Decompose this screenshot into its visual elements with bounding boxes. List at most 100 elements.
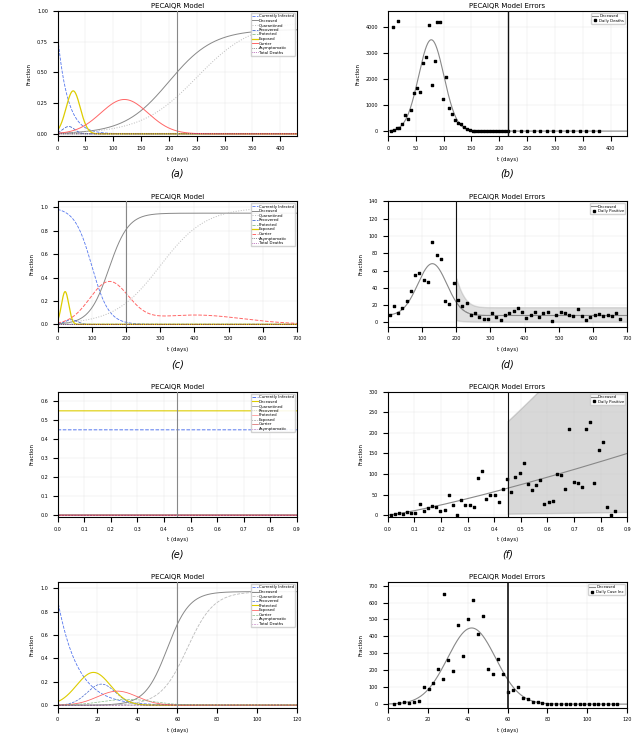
- Asymptomatic: [286, 130, 294, 139]
- X-axis label: t (days): t (days): [497, 156, 518, 161]
- Quarantined: [293, 203, 301, 212]
- Currently Infected: [242, 130, 250, 139]
- Protected: [293, 701, 301, 710]
- Daily Positive: [406, 285, 416, 297]
- Recovered: [286, 320, 294, 329]
- Recovered: [170, 320, 178, 329]
- Initially Infected: [286, 701, 294, 710]
- Daily Positive: [581, 315, 591, 326]
- Exposed: [54, 701, 61, 710]
- Exposed: [286, 130, 294, 139]
- Exposed: [164, 320, 172, 329]
- Quarantined: [54, 701, 61, 710]
- Recovered: [243, 130, 250, 139]
- Deceased: [170, 406, 178, 415]
- Initially Infected: [54, 701, 61, 710]
- Text: (d): (d): [500, 360, 515, 369]
- Initially Infected: [164, 511, 172, 520]
- Daily Positive: [548, 495, 558, 507]
- Daily Deaths: [516, 125, 526, 137]
- Asymptomatic: [66, 130, 74, 139]
- Quarantined: [164, 252, 172, 261]
- Daily Positive: [444, 489, 454, 500]
- Deceased: [429, 259, 436, 268]
- Daily Case Inc: [502, 686, 513, 698]
- Daily Positive: [589, 477, 600, 489]
- Initially Infected: [286, 511, 294, 520]
- Carrier: [164, 699, 172, 708]
- Daily Case Inc: [488, 668, 498, 680]
- Carrier: [286, 130, 294, 139]
- Daily Positive: [521, 312, 531, 324]
- Daily Deaths: [403, 113, 413, 125]
- Daily Positive: [552, 468, 562, 480]
- Daily Deaths: [581, 125, 591, 137]
- Daily Positive: [410, 269, 420, 281]
- Carrier: [170, 511, 178, 520]
- Carrier: [286, 511, 294, 520]
- Daily Positive: [402, 506, 412, 518]
- Carrier: [170, 699, 178, 708]
- Recovered: [286, 701, 294, 710]
- Currently Infected: [66, 643, 74, 652]
- Daily Deaths: [459, 122, 469, 133]
- Line: Deceased: Deceased: [388, 40, 627, 131]
- Asymptomatic: [293, 320, 301, 329]
- Asymptomatic: [66, 701, 74, 710]
- Daily Case Inc: [438, 673, 449, 685]
- Asymptomatic: [286, 700, 294, 709]
- Daily Case Inc: [394, 697, 404, 709]
- Carrier: [286, 511, 294, 520]
- Deceased: [384, 127, 392, 136]
- Deceased: [384, 699, 392, 708]
- Daily Positive: [502, 472, 512, 484]
- Line: Recovered: Recovered: [58, 127, 297, 134]
- Line: Exposed: Exposed: [58, 91, 297, 134]
- Daily Positive: [598, 310, 609, 322]
- Daily Case Inc: [522, 694, 532, 705]
- Carrier: [66, 314, 74, 323]
- Deceased: [66, 318, 74, 326]
- Daily Case Inc: [612, 698, 622, 710]
- Quarantined: [242, 510, 250, 519]
- Currently Infected: [164, 700, 172, 709]
- Recovered: [164, 511, 172, 520]
- Daily Case Inc: [428, 677, 438, 689]
- Daily Positive: [534, 311, 544, 323]
- Carrier: [66, 127, 74, 136]
- Deceased: [571, 699, 579, 708]
- Daily Positive: [556, 306, 566, 318]
- Daily Deaths: [444, 102, 454, 113]
- Daily Positive: [483, 312, 493, 324]
- Daily Positive: [547, 315, 557, 326]
- Daily Positive: [538, 307, 548, 319]
- Currently Infected: [170, 130, 178, 139]
- Daily Case Inc: [508, 684, 518, 696]
- Daily Case Inc: [547, 698, 557, 710]
- Currently Infected: [170, 425, 178, 434]
- Quarantined: [286, 510, 294, 519]
- Line: Recovered: Recovered: [58, 320, 297, 324]
- Daily Positive: [506, 486, 516, 497]
- Quarantined: [242, 206, 250, 214]
- Currently Infected: [286, 320, 294, 329]
- Deceased: [54, 129, 61, 138]
- Carrier: [243, 130, 250, 139]
- Deceased: [468, 624, 476, 632]
- Currently Infected: [170, 320, 178, 329]
- Exposed: [61, 287, 69, 296]
- Daily Case Inc: [518, 692, 528, 704]
- Deceased: [54, 701, 61, 710]
- Recovered: [54, 511, 61, 520]
- Exposed: [293, 701, 301, 710]
- Carrier: [293, 319, 301, 328]
- Protected: [170, 320, 178, 329]
- Total Deaths: [54, 130, 61, 139]
- Exposed: [242, 511, 250, 520]
- Carrier: [124, 695, 131, 704]
- Daily Positive: [500, 309, 510, 321]
- Daily Deaths: [409, 88, 419, 99]
- Deceased: [286, 587, 294, 596]
- Daily Case Inc: [453, 619, 463, 631]
- Deceased: [571, 127, 579, 136]
